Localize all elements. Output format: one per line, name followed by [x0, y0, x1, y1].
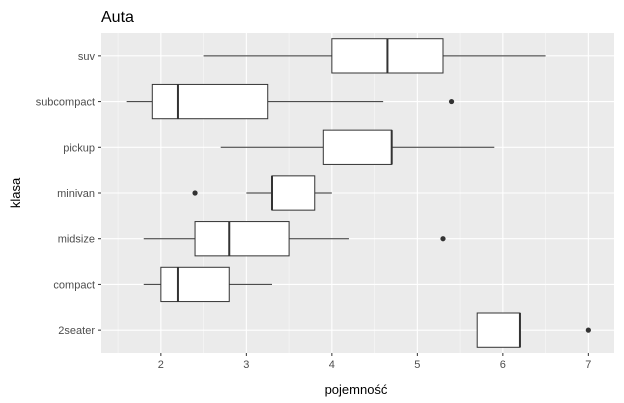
iqr-box — [151, 83, 269, 120]
x-tick-label: 2 — [158, 359, 164, 371]
x-tick-label: 3 — [243, 359, 249, 371]
y-tick-label: suv — [78, 51, 96, 63]
box-marks — [126, 38, 591, 348]
box-compact — [143, 266, 272, 303]
iqr-box — [322, 129, 393, 165]
y-tick-label: midsize — [58, 234, 95, 246]
box-suv — [203, 38, 546, 74]
x-tick-label: 6 — [500, 359, 506, 371]
x-axis-label: pojemność — [325, 382, 388, 397]
y-axis-ticks: suv subcompact pickup minivan midsize compact… — [36, 51, 101, 337]
y-tick-label: minivan — [57, 188, 95, 200]
y-tick-label: 2seater — [58, 325, 95, 337]
iqr-box — [160, 266, 230, 303]
y-tick-label: subcompact — [36, 97, 95, 109]
iqr-box — [271, 175, 316, 211]
x-tick-label: 5 — [414, 359, 420, 371]
x-axis-ticks: 2 3 4 5 6 7 — [158, 353, 591, 371]
outlier-point — [585, 327, 591, 333]
box-midsize — [143, 221, 446, 257]
box-subcompact — [126, 83, 455, 120]
outlier-point — [440, 236, 446, 242]
y-tick-label: pickup — [63, 142, 95, 154]
y-tick-label: compact — [53, 279, 95, 291]
x-tick-label: 7 — [585, 359, 591, 371]
iqr-box — [476, 312, 521, 348]
outlier-point — [192, 190, 198, 196]
x-tick-label: 4 — [329, 359, 335, 371]
iqr-box — [194, 221, 290, 257]
y-axis-label: klasa — [8, 177, 23, 208]
box-pickup — [220, 129, 495, 165]
box-minivan — [192, 175, 332, 211]
chart-title: Auta — [101, 9, 134, 26]
box-2seater — [476, 312, 591, 348]
outlier-point — [448, 98, 455, 105]
